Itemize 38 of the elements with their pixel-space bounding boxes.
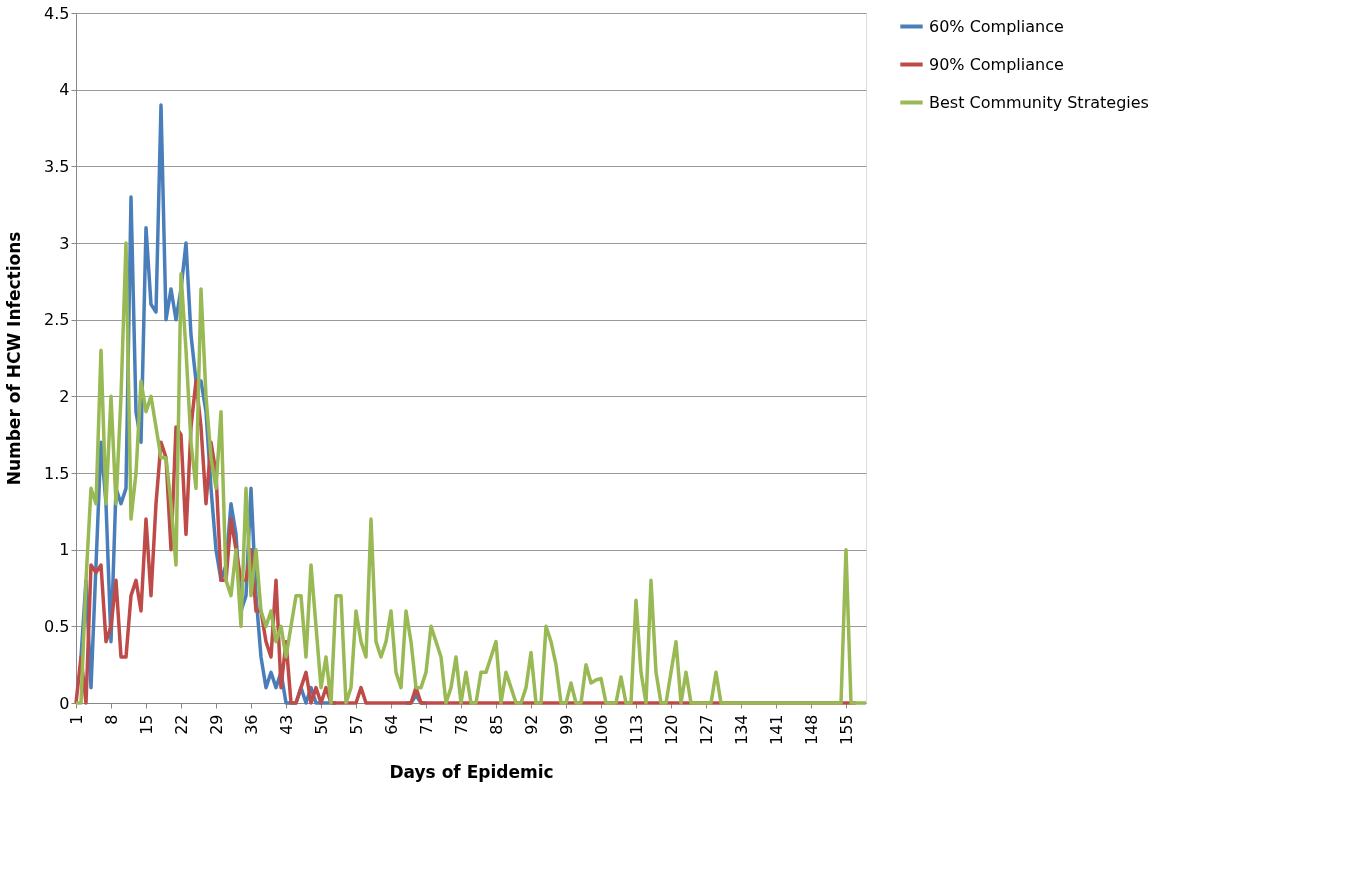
x-tick-label: 99 bbox=[556, 714, 576, 735]
x-tick-label: 57 bbox=[346, 714, 366, 735]
x-tick-label: 22 bbox=[171, 714, 191, 735]
x-tick-label: 71 bbox=[416, 714, 436, 735]
x-tick-label: 127 bbox=[696, 714, 716, 746]
x-tick-label: 134 bbox=[731, 714, 751, 746]
x-tick-label: 78 bbox=[451, 714, 471, 735]
y-tick-label: 4 bbox=[59, 80, 70, 100]
y-tick-label: 0 bbox=[59, 693, 70, 713]
y-tick-label: 4.5 bbox=[44, 3, 70, 23]
x-tick-label: 29 bbox=[206, 714, 226, 735]
y-tick-label: 1 bbox=[59, 540, 70, 560]
y-tick-label: 3.5 bbox=[44, 156, 70, 176]
x-tick-label: 155 bbox=[836, 714, 856, 746]
x-axis-title: Days of Epidemic bbox=[389, 762, 554, 783]
x-tick-label: 1 bbox=[66, 714, 86, 725]
y-tick-label: 1.5 bbox=[44, 463, 70, 483]
x-tick-label: 106 bbox=[591, 714, 611, 746]
x-tick-label: 43 bbox=[276, 714, 296, 735]
y-tick-label: 2 bbox=[59, 386, 70, 406]
legend-label: 90% Compliance bbox=[929, 54, 1064, 74]
x-tick-label: 113 bbox=[626, 714, 646, 746]
x-tick-label: 36 bbox=[241, 714, 261, 735]
y-axis-title: Number of HCW Infections bbox=[4, 231, 25, 486]
y-tick-label: 3 bbox=[59, 233, 70, 253]
x-tick-label: 85 bbox=[486, 714, 506, 735]
y-tick-label: 2.5 bbox=[44, 310, 70, 330]
x-tick-label: 148 bbox=[801, 714, 821, 746]
x-tick-label: 8 bbox=[101, 714, 121, 725]
x-tick-label: 141 bbox=[766, 714, 786, 746]
x-tick-label: 92 bbox=[521, 714, 541, 735]
x-tick-label: 15 bbox=[136, 714, 156, 735]
y-tick-label: 0.5 bbox=[44, 616, 70, 636]
legend-label: 60% Compliance bbox=[929, 16, 1064, 36]
x-tick-label: 64 bbox=[381, 714, 401, 735]
x-tick-label: 120 bbox=[661, 714, 681, 746]
x-tick-label: 50 bbox=[311, 714, 331, 735]
legend-label: Best Community Strategies bbox=[929, 92, 1149, 112]
